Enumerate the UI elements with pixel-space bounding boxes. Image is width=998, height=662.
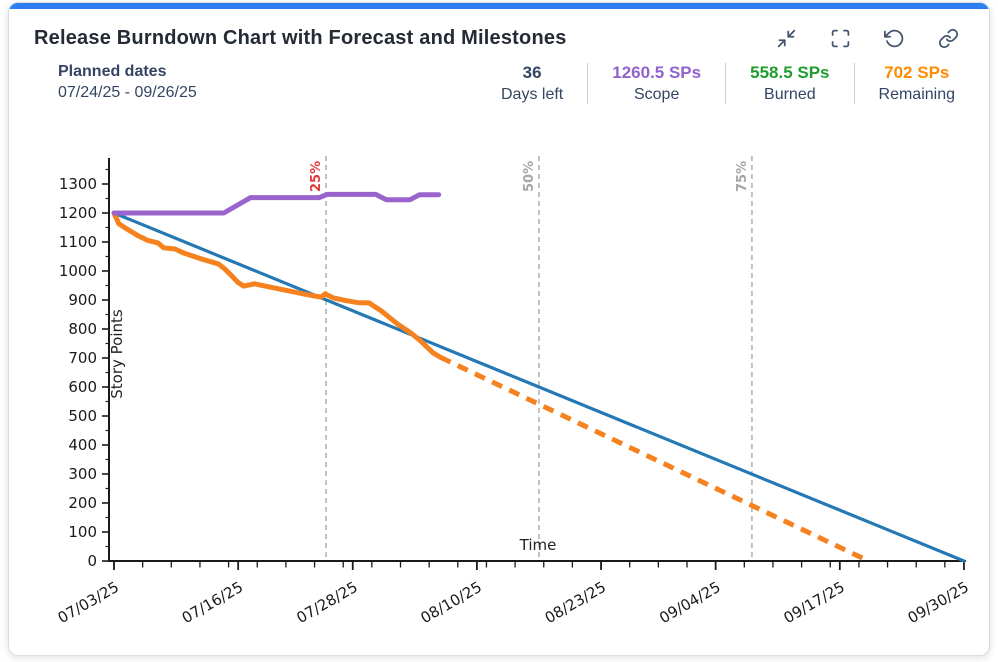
- stat-label: Remaining: [878, 86, 955, 103]
- y-tick-label: 600: [68, 378, 97, 396]
- stat-value: 702 SPs: [884, 63, 950, 82]
- stat-scope: 1260.5 SPs Scope: [587, 63, 725, 104]
- link-icon: [938, 28, 959, 49]
- y-tick-label: 300: [68, 465, 97, 483]
- collapse-button[interactable]: [774, 26, 799, 51]
- x-tick-label: 09/04/25: [656, 578, 723, 627]
- stat-days-left: 36 Days left: [477, 63, 587, 104]
- milestone-lines: 25% 50% 75%: [309, 156, 753, 561]
- stat-value: 1260.5 SPs: [612, 63, 702, 82]
- y-tick-label: 100: [68, 523, 97, 541]
- burndown-chart: 25% 50% 75% 0 100 200 300 400 500 600 700 800 900 100…: [9, 146, 989, 654]
- minimize-icon: [777, 29, 796, 48]
- y-tick-label: 0: [87, 552, 97, 570]
- x-tick-label: 08/23/25: [542, 578, 609, 627]
- x-tick-label: 07/03/25: [55, 578, 122, 627]
- chart-svg: 25% 50% 75% 0 100 200 300 400 500 600 700 800 900 100…: [55, 156, 972, 627]
- series-scope: [111, 191, 442, 216]
- y-tick-label: 900: [68, 291, 97, 309]
- reset-button[interactable]: [882, 26, 907, 51]
- stat-remaining: 702 SPs Remaining: [853, 63, 979, 104]
- summary-row: Planned dates 07/24/25 - 09/26/25 36 Day…: [9, 55, 989, 104]
- card-header: Release Burndown Chart with Forecast and…: [9, 9, 989, 55]
- toolbar: [774, 26, 961, 51]
- stat-label: Burned: [764, 86, 816, 103]
- planned-dates: Planned dates 07/24/25 - 09/26/25: [58, 63, 197, 102]
- stat-label: Days left: [501, 86, 564, 103]
- accent-bar: [9, 3, 989, 9]
- y-tick-label: 400: [68, 436, 97, 454]
- x-axis-title: Time: [519, 536, 557, 554]
- y-tick-label: 500: [68, 407, 97, 425]
- y-tick-label: 1100: [59, 233, 97, 251]
- planned-dates-value: 07/24/25 - 09/26/25: [58, 84, 197, 101]
- milestone-label: 50%: [522, 161, 537, 192]
- x-tick-label: 08/10/25: [418, 578, 485, 627]
- y-tick-label: 800: [68, 320, 97, 338]
- page-title: Release Burndown Chart with Forecast and…: [34, 27, 567, 49]
- maximize-icon: [831, 29, 850, 48]
- x-tick-label: 07/16/25: [179, 578, 246, 627]
- milestone-label: 25%: [309, 161, 324, 192]
- series-remaining: [111, 210, 444, 360]
- x-tick-label: 07/28/25: [293, 578, 360, 627]
- y-axis-title: Story Points: [108, 309, 126, 399]
- burndown-card: Release Burndown Chart with Forecast and…: [8, 2, 990, 656]
- y-tick-label: 1300: [59, 175, 97, 193]
- stat-value: 36: [522, 63, 542, 82]
- y-tick-label: 200: [68, 494, 97, 512]
- y-tick-label: 1000: [59, 262, 97, 280]
- planned-dates-label: Planned dates: [58, 63, 167, 80]
- stat-burned: 558.5 SPs Burned: [725, 63, 853, 104]
- stats-group: 36 Days left 1260.5 SPs Scope 558.5 SPs …: [477, 63, 979, 104]
- x-tick-label: 09/30/25: [905, 578, 972, 627]
- y-tick-label: 700: [68, 349, 97, 367]
- series-forecast: [439, 355, 870, 564]
- x-tick-label: 09/17/25: [780, 578, 847, 627]
- stat-label: Scope: [633, 86, 680, 103]
- series-ideal-burndown: [112, 211, 966, 563]
- fullscreen-button[interactable]: [828, 26, 853, 51]
- y-tick-label: 1200: [59, 204, 97, 222]
- link-button[interactable]: [936, 26, 961, 51]
- milestone-label: 75%: [735, 161, 750, 192]
- stat-value: 558.5 SPs: [750, 63, 830, 82]
- rotate-ccw-icon: [884, 29, 904, 48]
